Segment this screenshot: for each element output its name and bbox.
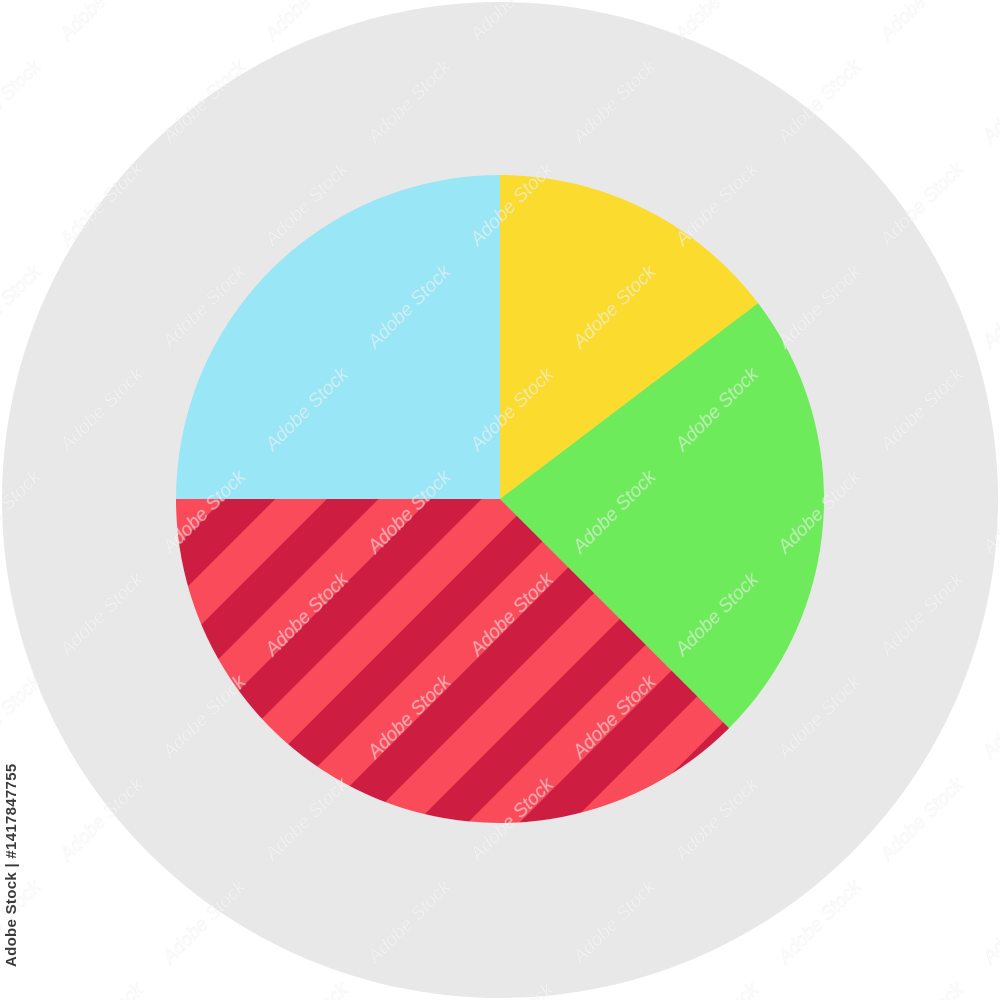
- svg-text:Adobe Stock | #1417847755: Adobe Stock | #1417847755: [3, 764, 20, 967]
